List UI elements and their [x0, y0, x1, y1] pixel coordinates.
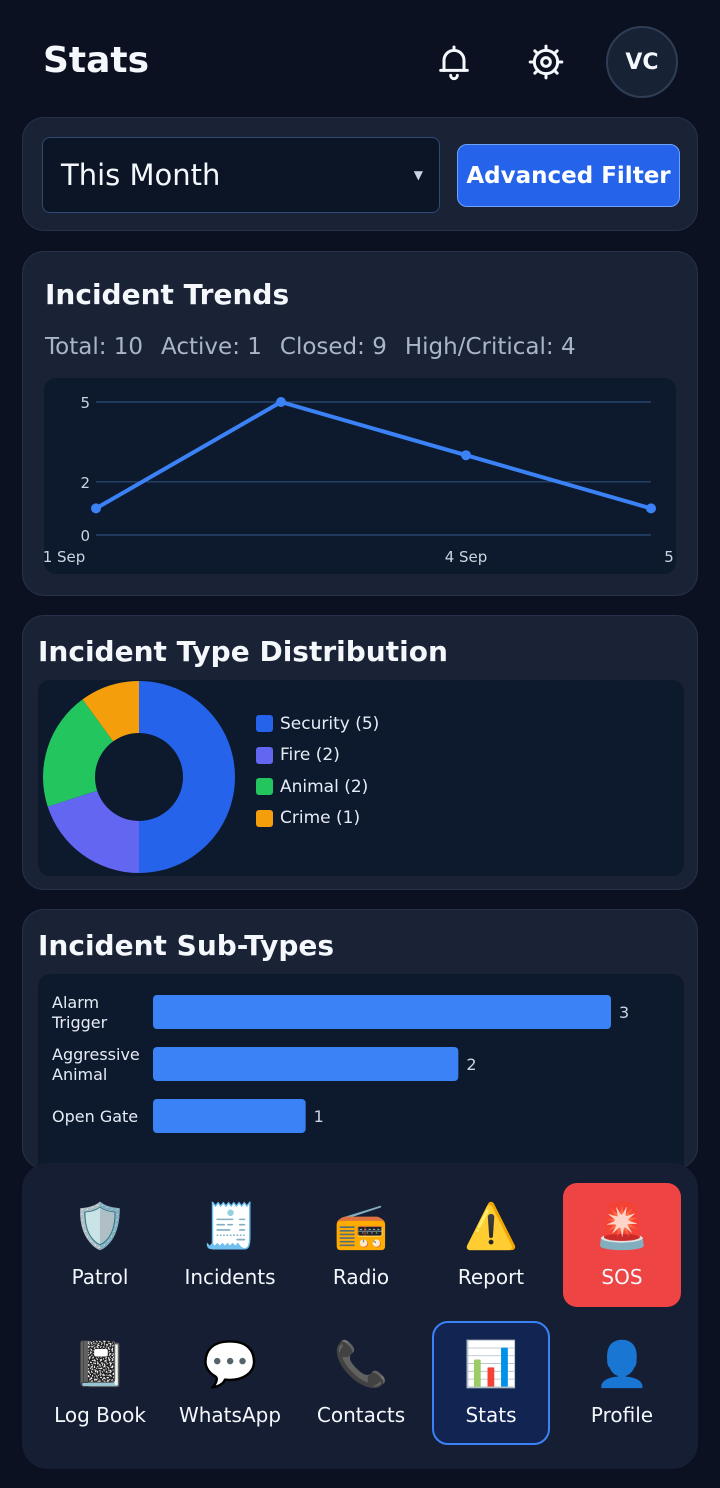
bottom-nav: 🛡️ Patrol 🧾 Incidents 📻 Radio ⚠️ Report 🚨 SOS 📓 Log… [22, 1163, 698, 1469]
nav-label: Stats [465, 1403, 517, 1427]
donut-slice-animal[interactable] [43, 699, 114, 807]
donut-slice-crime[interactable] [82, 681, 139, 742]
nav-item-report[interactable]: ⚠️ Report [432, 1183, 550, 1307]
chat-bubble-icon: 💬 [202, 1339, 258, 1390]
bar[interactable] [153, 1047, 459, 1081]
bar-category-label: Aggressive [52, 1045, 140, 1064]
summary-high-critical: High/Critical: 4 [404, 334, 576, 360]
nav-item-incidents[interactable]: 🧾 Incidents [171, 1183, 289, 1307]
y-tick-label: 0 [80, 527, 90, 545]
nav-label: Contacts [316, 1403, 406, 1427]
legend-swatch [256, 746, 273, 764]
legend-swatch [256, 809, 273, 827]
nav-label: Log Book [54, 1403, 146, 1427]
radio-icon: 📻 [333, 1201, 389, 1252]
siren-icon: 🚨 [594, 1201, 650, 1252]
y-tick-label: 2 [80, 474, 90, 492]
avatar[interactable]: VC [606, 26, 678, 98]
x-tick-label: 5 [664, 548, 674, 566]
period-select-value: This Month [61, 158, 221, 192]
legend-item[interactable]: Crime (1) [256, 803, 379, 835]
legend-item[interactable]: Security (5) [256, 708, 379, 740]
summary-closed: Closed: 9 [279, 334, 387, 360]
nav-label: Radio [332, 1265, 390, 1289]
bar-chart-area: 3 Alarm Trigger 2 Aggressive Animal 1 Open Gate [38, 974, 684, 1170]
nav-item-log-book[interactable]: 📓 Log Book [41, 1321, 159, 1445]
pie-chart-area: Security (5) Fire (2) Animal (2) Crime (1) [38, 680, 684, 876]
warning-icon: ⚠️ [463, 1201, 519, 1252]
phone-icon: 📞 [333, 1339, 389, 1390]
x-tick-label: 1 Sep [43, 548, 86, 566]
bar-value-label: 2 [466, 1055, 476, 1074]
nav-label: Patrol [71, 1265, 129, 1289]
page-title: Stats [43, 40, 150, 81]
filter-card: This Month ▼ Advanced Filter [22, 117, 698, 231]
nav-item-patrol[interactable]: 🛡️ Patrol [41, 1183, 159, 1307]
bar-category-label: Open Gate [52, 1107, 138, 1126]
gear-icon[interactable] [524, 40, 568, 84]
legend-item[interactable]: Animal (2) [256, 771, 379, 803]
nav-item-profile[interactable]: 👤 Profile [563, 1321, 681, 1445]
donut-slice-security[interactable] [139, 681, 235, 873]
legend-item[interactable]: Fire (2) [256, 740, 379, 772]
trend-point[interactable] [91, 503, 101, 514]
nav-label: Incidents [184, 1265, 276, 1289]
incident-distribution-card: Incident Type Distribution Security (5) F… [22, 615, 698, 890]
bar[interactable] [153, 995, 611, 1029]
legend-label: Crime (1) [280, 808, 361, 829]
donut-slice-fire[interactable] [47, 790, 139, 873]
nav-item-contacts[interactable]: 📞 Contacts [302, 1321, 420, 1445]
pie-legend: Security (5) Fire (2) Animal (2) Crime (1) [256, 708, 379, 834]
bar-value-label: 1 [314, 1107, 324, 1126]
trend-summary: Total: 10 Active: 1 Closed: 9 High/Critical… [45, 334, 594, 360]
trend-point[interactable] [276, 397, 286, 407]
nav-item-radio[interactable]: 📻 Radio [302, 1183, 420, 1307]
incident-distribution-title: Incident Type Distribution [38, 635, 448, 668]
legend-swatch [256, 715, 273, 733]
nav-item-stats[interactable]: 📊 Stats [432, 1321, 550, 1445]
bell-icon[interactable] [432, 40, 476, 84]
trend-line [95, 400, 652, 511]
advanced-filter-button[interactable]: Advanced Filter [457, 144, 680, 207]
nav-item-sos[interactable]: 🚨 SOS [563, 1183, 681, 1307]
trend-point[interactable] [646, 503, 656, 514]
bar-value-label: 3 [619, 1003, 629, 1022]
legend-label: Security (5) [280, 713, 380, 734]
nav-label: Report [457, 1265, 525, 1289]
trend-point[interactable] [461, 450, 471, 461]
bar-category-label: Animal [52, 1065, 107, 1084]
legend-swatch [256, 778, 273, 796]
nav-label: Profile [590, 1403, 654, 1427]
incident-subtypes-title: Incident Sub-Types [38, 929, 335, 962]
person-icon: 👤 [594, 1339, 650, 1390]
legend-label: Animal (2) [280, 776, 369, 797]
nav-label: WhatsApp [178, 1403, 282, 1427]
line-chart: 0 2 5 1 Sep 4 Sep 5 [43, 394, 674, 566]
y-tick-label: 5 [80, 394, 90, 412]
chevron-down-icon: ▼ [413, 168, 423, 182]
bar[interactable] [153, 1099, 306, 1133]
incident-trends-card: Incident Trends Total: 10 Active: 1 Closed… [22, 251, 698, 596]
summary-active: Active: 1 [161, 334, 262, 360]
bar-category-label: Trigger [51, 1013, 108, 1032]
legend-label: Fire (2) [280, 745, 340, 766]
nav-item-whatsapp[interactable]: 💬 WhatsApp [171, 1321, 289, 1445]
line-chart-area: 0 2 5 1 Sep 4 Sep 5 [43, 378, 676, 574]
bar-category-label: Alarm [52, 993, 99, 1012]
bar-chart-icon: 📊 [463, 1339, 519, 1390]
notebook-icon: 📓 [72, 1339, 128, 1390]
summary-total: Total: 10 [45, 334, 144, 360]
period-select[interactable]: This Month ▼ [42, 137, 440, 213]
incident-subtypes-card: Incident Sub-Types 3 Alarm Trigger 2 Aggress… [22, 909, 698, 1170]
donut-chart [43, 681, 235, 873]
x-tick-label: 4 Sep [445, 548, 488, 566]
incident-trends-title: Incident Trends [45, 278, 290, 311]
nav-label: SOS [601, 1265, 643, 1289]
receipt-icon: 🧾 [202, 1201, 258, 1252]
shield-icon: 🛡️ [72, 1201, 128, 1252]
app-header: Stats VC [0, 0, 720, 118]
